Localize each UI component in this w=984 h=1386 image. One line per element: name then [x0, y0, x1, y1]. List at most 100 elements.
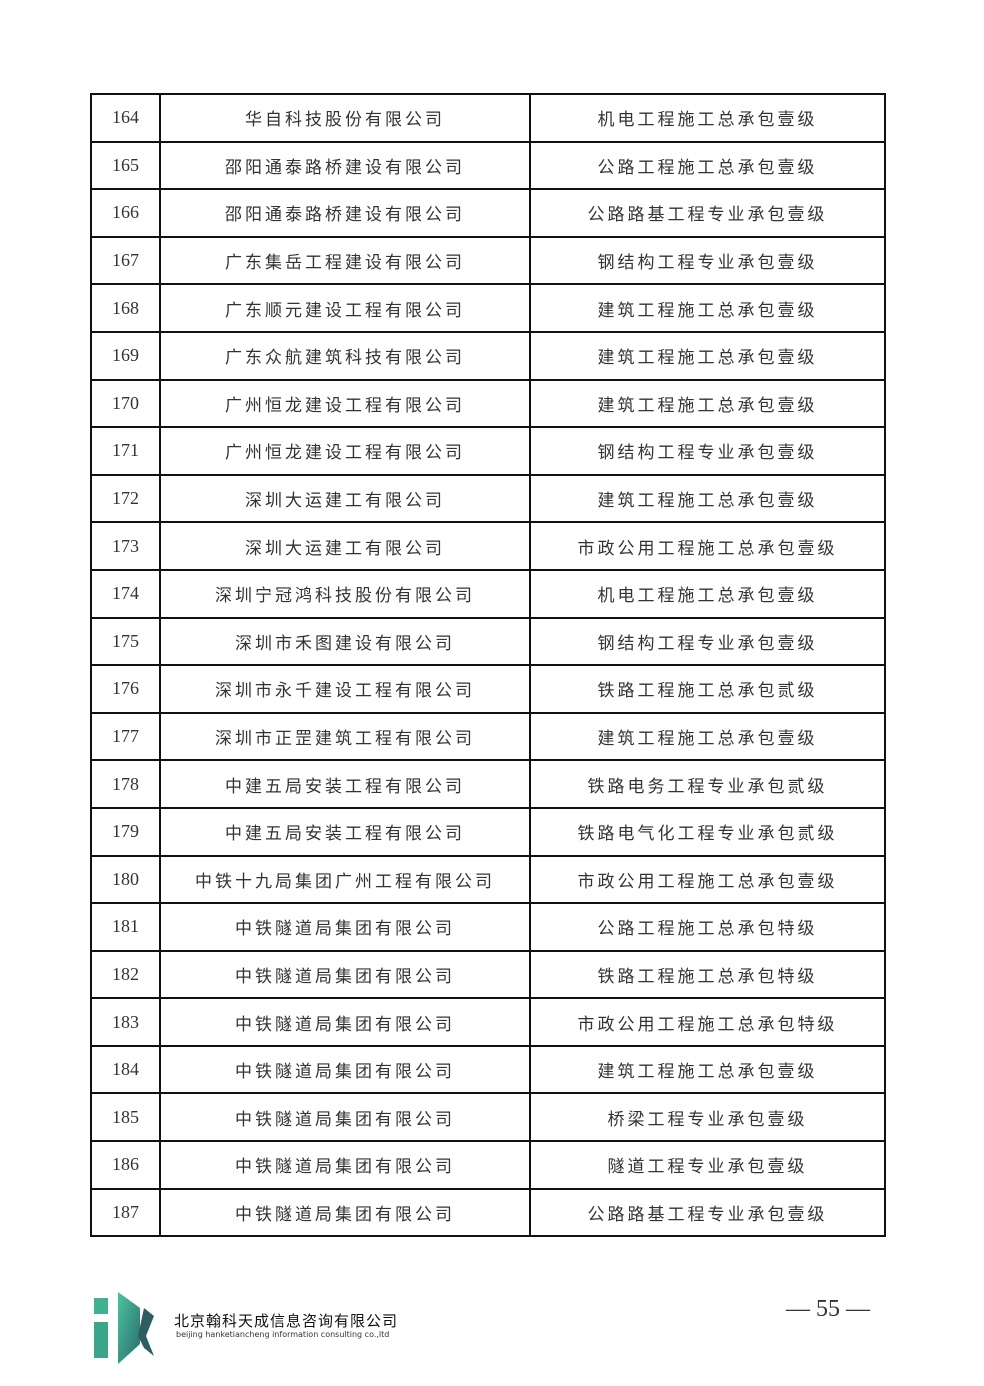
- table-row: 182 中铁隧道局集团有限公司 铁路工程施工总承包特级: [90, 949, 886, 1000]
- row-number: 165: [90, 140, 161, 191]
- company-name: 中铁隧道局集团有限公司: [159, 1092, 531, 1143]
- company-name-cn: 北京翰科天成信息咨询有限公司: [174, 1312, 399, 1330]
- table-row: 178 中建五局安装工程有限公司 铁路电务工程专业承包贰级: [90, 759, 886, 809]
- qualification: 建筑工程施工总承包壹级: [529, 1044, 886, 1095]
- qualification: 市政公用工程施工总承包特级: [529, 997, 886, 1047]
- row-number: 179: [90, 806, 161, 857]
- row-number: 164: [90, 93, 161, 143]
- company-name: 中铁隧道局集团有限公司: [159, 1044, 531, 1095]
- table-row: 187 中铁隧道局集团有限公司 公路路基工程专业承包壹级: [90, 1187, 886, 1238]
- company-name: 邵阳通泰路桥建设有限公司: [159, 140, 531, 191]
- company-name: 中铁隧道局集团有限公司: [159, 902, 531, 952]
- row-number: 171: [90, 426, 161, 476]
- row-number: 178: [90, 759, 161, 809]
- row-number: 177: [90, 711, 161, 762]
- qualification: 市政公用工程施工总承包壹级: [529, 854, 886, 905]
- company-name: 中铁隧道局集团有限公司: [159, 1187, 531, 1238]
- qualification: 建筑工程施工总承包壹级: [529, 711, 886, 762]
- table-row: 172 深圳大运建工有限公司 建筑工程施工总承包壹级: [90, 473, 886, 524]
- table-row: 180 中铁十九局集团广州工程有限公司 市政公用工程施工总承包壹级: [90, 854, 886, 905]
- company-name: 广州恒龙建设工程有限公司: [159, 378, 531, 429]
- company-name: 中铁隧道局集团有限公司: [159, 949, 531, 1000]
- row-number: 176: [90, 664, 161, 714]
- company-name: 中铁隧道局集团有限公司: [159, 1140, 531, 1190]
- qualification: 铁路电气化工程专业承包贰级: [529, 806, 886, 857]
- row-number: 174: [90, 568, 161, 619]
- table-row: 175 深圳市禾图建设有限公司 钢结构工程专业承包壹级: [90, 616, 886, 667]
- company-name: 深圳宁冠鸿科技股份有限公司: [159, 568, 531, 619]
- table-row: 176 深圳市永千建设工程有限公司 铁路工程施工总承包贰级: [90, 664, 886, 714]
- row-number: 186: [90, 1140, 161, 1190]
- company-name: 深圳大运建工有限公司: [159, 473, 531, 524]
- table-row: 167 广东集岳工程建设有限公司 钢结构工程专业承包壹级: [90, 235, 886, 286]
- qualification-table: 164 华自科技股份有限公司 机电工程施工总承包壹级 165 邵阳通泰路桥建设有限公司公…: [90, 93, 886, 1238]
- qualification: 建筑工程施工总承包壹级: [529, 330, 886, 381]
- qualification: 公路工程施工总承包特级: [529, 902, 886, 952]
- page-number: — 55 —: [786, 1296, 870, 1322]
- row-number: 185: [90, 1092, 161, 1143]
- company-name-en: beijing hanketiancheng information consu…: [176, 1330, 390, 1339]
- qualification: 机电工程施工总承包壹级: [529, 93, 886, 143]
- row-number: 167: [90, 235, 161, 286]
- company-name: 邵阳通泰路桥建设有限公司: [159, 188, 531, 238]
- table-row: 171 广州恒龙建设工程有限公司 钢结构工程专业承包壹级: [90, 426, 886, 476]
- company-name: 广州恒龙建设工程有限公司: [159, 426, 531, 476]
- row-number: 170: [90, 378, 161, 429]
- table-row: 169 广东众航建筑科技有限公司 建筑工程施工总承包壹级: [90, 330, 886, 381]
- company-name: 广东集岳工程建设有限公司: [159, 235, 531, 286]
- qualification: 隧道工程专业承包壹级: [529, 1140, 886, 1190]
- row-number: 181: [90, 902, 161, 952]
- table-row: 177 深圳市正罡建筑工程有限公司 建筑工程施工总承包壹级: [90, 711, 886, 762]
- table-row: 185 中铁隧道局集团有限公司 桥梁工程专业承包壹级: [90, 1092, 886, 1143]
- row-number: 169: [90, 330, 161, 381]
- table-row: 168 广东顺元建设工程有限公司 建筑工程施工总承包壹级: [90, 283, 886, 333]
- company-name: 深圳市禾图建设有限公司: [159, 616, 531, 667]
- qualification: 建筑工程施工总承包壹级: [529, 283, 886, 333]
- table-row: 170 广州恒龙建设工程有限公司 建筑工程施工总承包壹级: [90, 378, 886, 429]
- qualification: 钢结构工程专业承包壹级: [529, 426, 886, 476]
- table-row: 186 中铁隧道局集团有限公司 隧道工程专业承包壹级: [90, 1140, 886, 1190]
- qualification: 公路路基工程专业承包壹级: [529, 1187, 886, 1238]
- company-name: 中铁十九局集团广州工程有限公司: [159, 854, 531, 905]
- row-number: 184: [90, 1044, 161, 1095]
- table-row: 165 邵阳通泰路桥建设有限公司 公路工程施工总承包壹级: [90, 140, 886, 191]
- company-name: 深圳大运建工有限公司: [159, 521, 531, 571]
- qualification: 铁路电务工程专业承包贰级: [529, 759, 886, 809]
- table-row: 166 邵阳通泰路桥建设有限公司 公路路基工程专业承包壹级: [90, 188, 886, 238]
- company-name: 中建五局安装工程有限公司: [159, 759, 531, 809]
- row-number: 168: [90, 283, 161, 333]
- row-number: 183: [90, 997, 161, 1047]
- qualification: 公路路基工程专业承包壹级: [529, 188, 886, 238]
- row-number: 173: [90, 521, 161, 571]
- qualification: 钢结构工程专业承包壹级: [529, 616, 886, 667]
- table-row: 164 华自科技股份有限公司 机电工程施工总承包壹级: [90, 93, 886, 143]
- company-name: 华自科技股份有限公司: [159, 93, 531, 143]
- company-name: 中铁隧道局集团有限公司: [159, 997, 531, 1047]
- row-number: 180: [90, 854, 161, 905]
- qualification: 市政公用工程施工总承包壹级: [529, 521, 886, 571]
- qualification: 建筑工程施工总承包壹级: [529, 378, 886, 429]
- table-row: 181 中铁隧道局集团有限公司 公路工程施工总承包特级: [90, 902, 886, 952]
- row-number: 182: [90, 949, 161, 1000]
- qualification: 建筑工程施工总承包壹级: [529, 473, 886, 524]
- qualification: 铁路工程施工总承包特级: [529, 949, 886, 1000]
- table-row: 174 深圳宁冠鸿科技股份有限公司 机电工程施工总承包壹级: [90, 568, 886, 619]
- qualification: 铁路工程施工总承包贰级: [529, 664, 886, 714]
- company-name: 中建五局安装工程有限公司: [159, 806, 531, 857]
- row-number: 166: [90, 188, 161, 238]
- row-number: 175: [90, 616, 161, 667]
- company-logo: [94, 1292, 154, 1364]
- table-row: 173 深圳大运建工有限公司 市政公用工程施工总承包壹级: [90, 521, 886, 571]
- qualification: 钢结构工程专业承包壹级: [529, 235, 886, 286]
- row-number: 187: [90, 1187, 161, 1238]
- company-name: 深圳市正罡建筑工程有限公司: [159, 711, 531, 762]
- table-row: 179 中建五局安装工程有限公司 铁路电气化工程专业承包贰级: [90, 806, 886, 857]
- qualification: 机电工程施工总承包壹级: [529, 568, 886, 619]
- company-name: 广东众航建筑科技有限公司: [159, 330, 531, 381]
- qualification: 桥梁工程专业承包壹级: [529, 1092, 886, 1143]
- qualification: 公路工程施工总承包壹级: [529, 140, 886, 191]
- row-number: 172: [90, 473, 161, 524]
- company-name: 广东顺元建设工程有限公司: [159, 283, 531, 333]
- company-name: 深圳市永千建设工程有限公司: [159, 664, 531, 714]
- table-row: 183 中铁隧道局集团有限公司 市政公用工程施工总承包特级: [90, 997, 886, 1047]
